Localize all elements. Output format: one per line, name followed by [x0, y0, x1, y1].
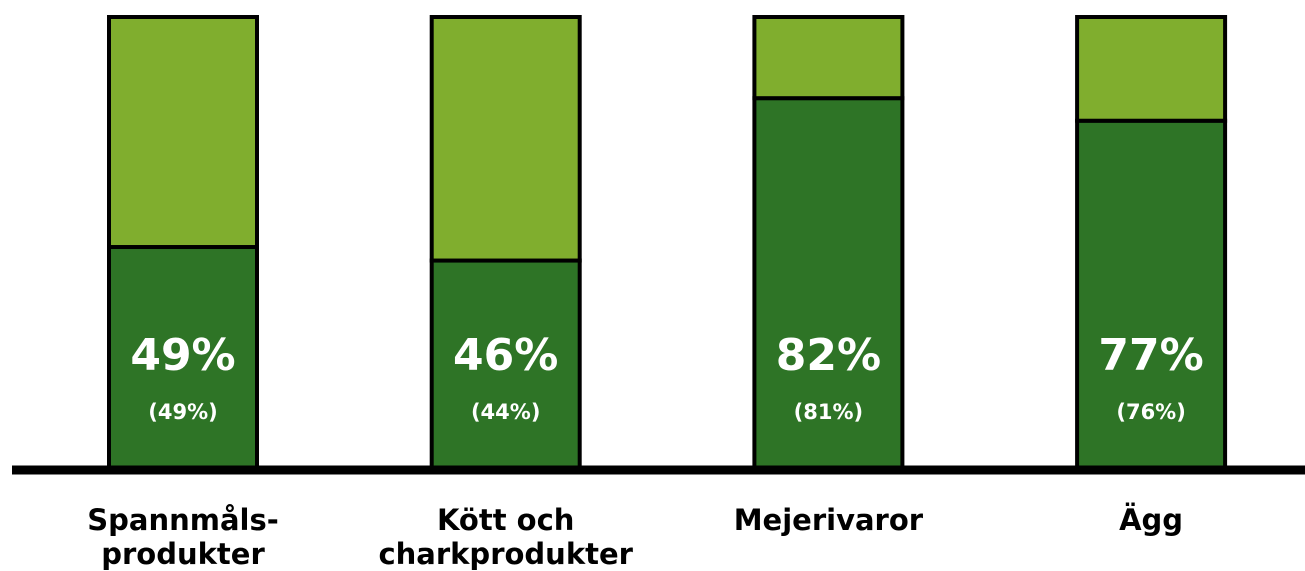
previous-label: (44%) — [471, 400, 540, 424]
previous-label: (76%) — [1116, 400, 1185, 424]
x-tick-label: produkter — [101, 537, 265, 571]
x-tick-label: Mejerivaror — [734, 503, 924, 537]
bar-segment — [1075, 118, 1228, 470]
bar-segment — [752, 15, 905, 101]
previous-label: (49%) — [148, 400, 217, 424]
previous-label: (81%) — [794, 400, 863, 424]
value-label: 82% — [776, 330, 881, 381]
bar-segment — [429, 258, 582, 471]
x-tick-label: Spannmåls- — [87, 503, 279, 537]
value-label: 77% — [1098, 330, 1203, 381]
x-tick-label: charkprodukter — [378, 537, 633, 571]
bar-segment — [1075, 15, 1228, 123]
x-tick-label: Ägg — [1119, 503, 1183, 537]
value-label: 46% — [453, 330, 558, 381]
value-label: 49% — [130, 330, 235, 381]
bar-segment — [107, 15, 259, 250]
x-tick-label: Kött och — [437, 503, 574, 537]
bar-segment — [429, 15, 582, 263]
bar-segment — [107, 245, 259, 470]
